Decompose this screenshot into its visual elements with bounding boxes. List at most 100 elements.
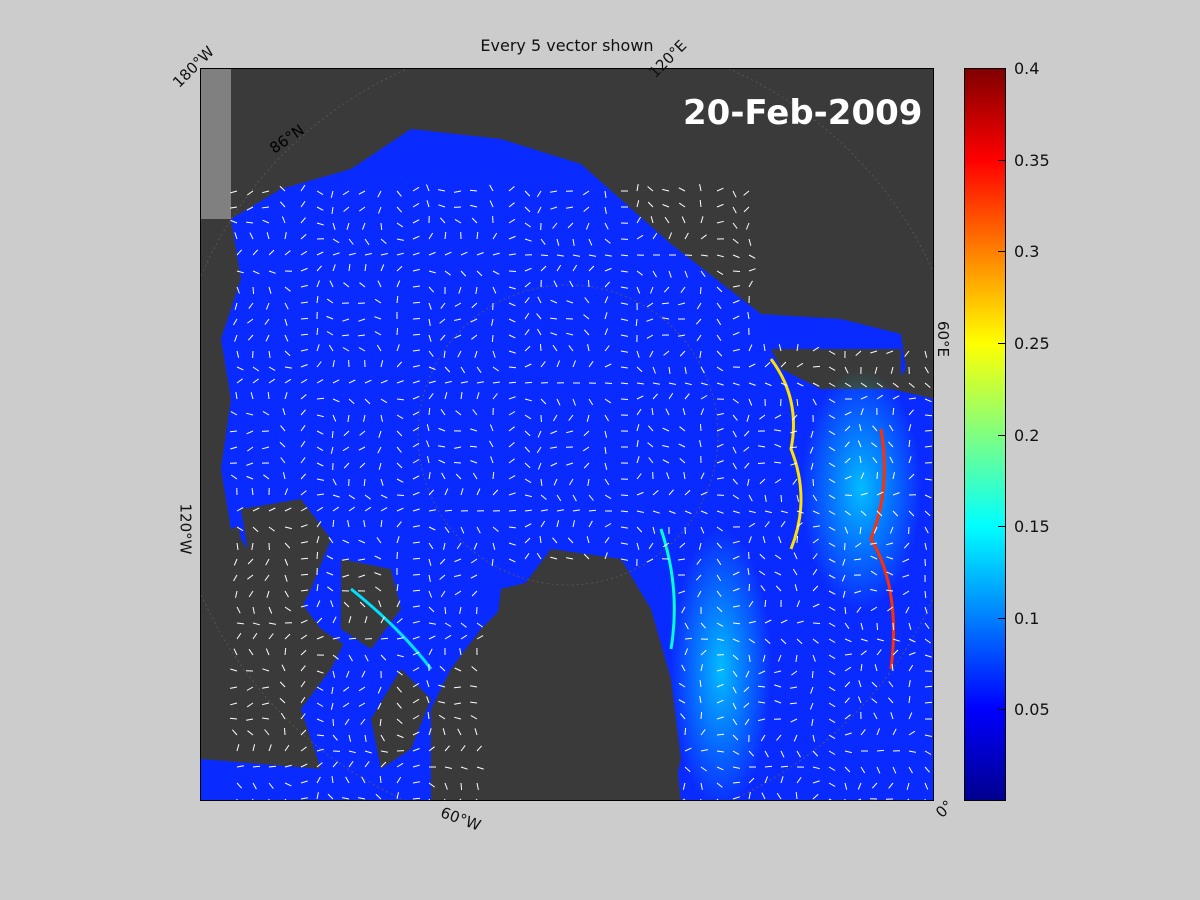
drift-vector xyxy=(652,510,660,514)
drift-vector xyxy=(266,232,270,240)
drift-vector xyxy=(361,670,366,678)
drift-vector xyxy=(844,782,848,790)
drift-vector xyxy=(811,670,814,679)
drift-vector xyxy=(412,318,421,320)
drift-vector xyxy=(377,686,382,694)
drift-vector xyxy=(374,298,382,304)
drift-vector xyxy=(679,542,686,548)
drift-vector xyxy=(844,366,849,374)
drift-vector xyxy=(810,430,814,438)
drift-vector xyxy=(572,509,580,512)
drift-vector xyxy=(648,542,654,550)
colorbar-tick-label: 0.4 xyxy=(1014,59,1040,78)
drift-vector xyxy=(810,462,814,470)
drift-vector xyxy=(412,333,421,336)
drift-vector xyxy=(343,686,350,692)
drift-vector xyxy=(284,334,289,342)
drift-vector xyxy=(236,782,243,789)
greenland-land xyxy=(491,559,681,800)
drift-vector xyxy=(860,382,868,388)
drift-vector xyxy=(700,286,702,295)
drift-vector xyxy=(620,270,628,273)
drift-vector xyxy=(892,728,897,736)
drift-vector xyxy=(748,363,756,368)
drift-vector xyxy=(300,780,308,784)
drift-vector xyxy=(924,478,932,481)
drift-vector xyxy=(332,734,338,741)
drift-vector xyxy=(348,637,357,640)
drift-vector xyxy=(860,638,868,642)
drift-vector xyxy=(279,697,286,704)
drift-vector xyxy=(924,430,933,432)
drift-vector xyxy=(855,542,862,548)
drift-vector xyxy=(316,251,324,256)
drift-vector xyxy=(652,526,656,534)
drift-vector xyxy=(439,665,446,672)
drift-vector xyxy=(428,590,433,598)
colorbar-tick-mark xyxy=(998,342,1006,344)
drift-vector xyxy=(680,713,686,720)
colorbar-tick-mark xyxy=(998,526,1006,528)
drift-vector xyxy=(699,184,702,192)
drift-vector xyxy=(300,634,308,640)
drift-vector xyxy=(732,654,739,660)
drift-vector xyxy=(604,345,610,352)
drift-vector xyxy=(828,654,836,660)
drift-vector xyxy=(620,254,629,257)
drift-vector xyxy=(428,472,431,480)
drift-vector xyxy=(732,462,737,470)
drift-vector xyxy=(364,506,372,512)
drift-vector xyxy=(844,653,852,656)
drift-vector xyxy=(588,494,594,501)
drift-vector xyxy=(796,522,803,528)
drift-vector xyxy=(537,206,542,214)
drift-vector xyxy=(588,238,593,246)
drift-vector xyxy=(812,654,816,662)
drift-vector xyxy=(748,510,756,514)
drift-vector xyxy=(300,524,308,528)
drift-vector xyxy=(793,734,798,742)
drift-vector xyxy=(438,189,446,192)
drift-vector xyxy=(316,506,324,512)
drift-vector xyxy=(586,414,590,422)
drift-vector xyxy=(235,590,238,598)
drift-vector xyxy=(316,600,321,608)
drift-vector xyxy=(247,190,254,196)
drift-vector xyxy=(428,232,434,240)
drift-vector xyxy=(426,680,430,688)
drift-vector xyxy=(924,654,932,658)
drift-vector xyxy=(550,332,558,336)
drift-vector xyxy=(332,494,340,498)
drift-vector xyxy=(489,440,494,448)
drift-vector xyxy=(246,430,254,435)
drift-vector xyxy=(732,718,738,726)
drift-vector xyxy=(347,520,350,528)
drift-vector xyxy=(556,254,564,257)
drift-vector xyxy=(828,526,836,531)
drift-vector xyxy=(732,478,738,485)
drift-vector xyxy=(876,749,885,752)
drift-vector xyxy=(844,750,852,754)
date-stamp: 20-Feb-2009 xyxy=(683,93,923,133)
drift-vector xyxy=(764,619,772,624)
drift-vector xyxy=(284,302,289,310)
drift-vector xyxy=(364,253,372,256)
drift-vector xyxy=(236,744,240,752)
drift-vector xyxy=(876,471,878,480)
drift-vector xyxy=(812,750,819,757)
drift-vector xyxy=(284,558,289,566)
drift-vector xyxy=(252,782,257,790)
drift-vector xyxy=(342,574,350,578)
drift-vector xyxy=(568,345,574,352)
drift-vector xyxy=(716,798,719,800)
drift-vector xyxy=(316,296,319,304)
drift-vector xyxy=(775,585,782,592)
drift-vector xyxy=(252,366,260,372)
drift-vector xyxy=(684,366,687,374)
drift-vector xyxy=(412,411,420,416)
drift-vector xyxy=(716,750,724,753)
drift-vector xyxy=(454,667,462,672)
drift-vector xyxy=(284,590,289,598)
drift-vector xyxy=(811,718,814,726)
drift-vector xyxy=(443,350,446,358)
